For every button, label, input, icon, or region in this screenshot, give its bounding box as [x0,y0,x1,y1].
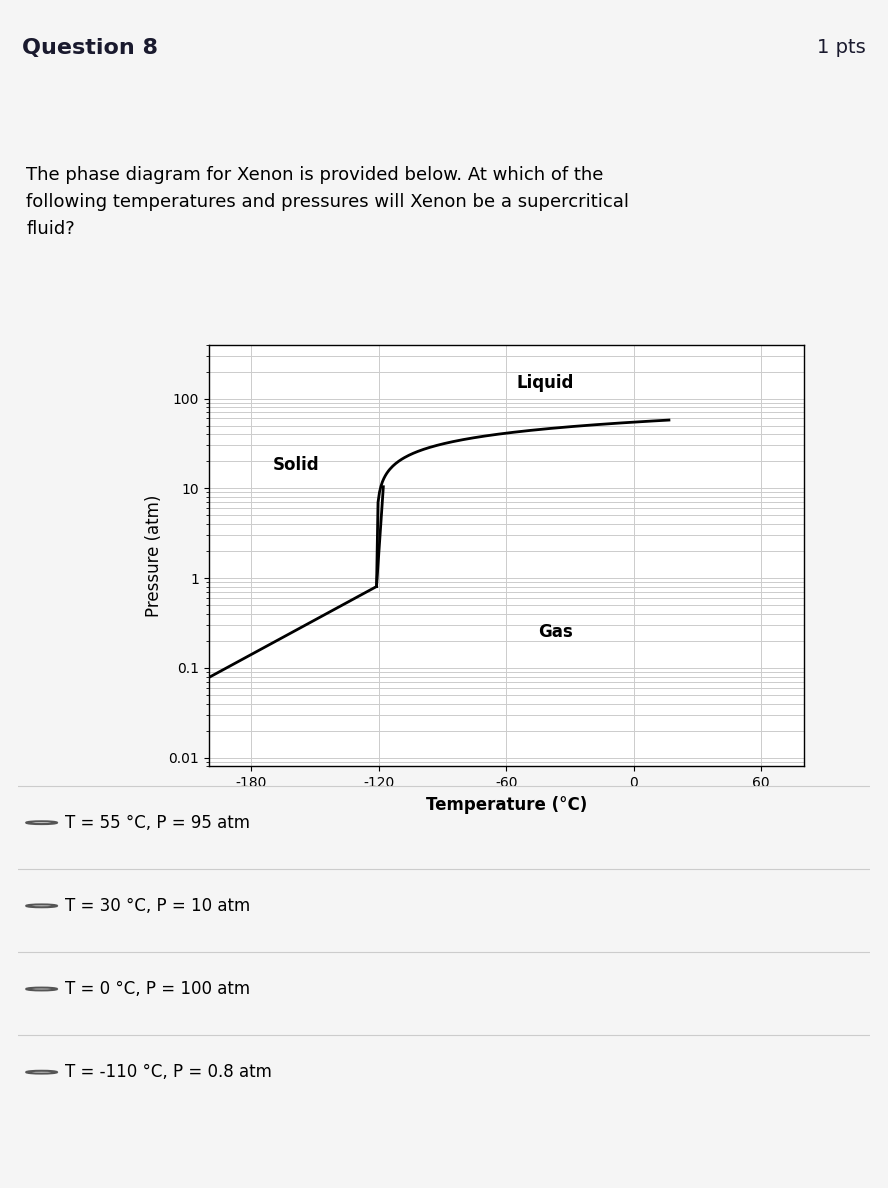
Text: Question 8: Question 8 [22,38,158,57]
Text: Gas: Gas [538,623,573,642]
X-axis label: Temperature (°C): Temperature (°C) [425,796,587,814]
Text: 1 pts: 1 pts [817,38,866,57]
Text: T = 0 °C, P = 100 atm: T = 0 °C, P = 100 atm [65,980,250,998]
Y-axis label: Pressure (atm): Pressure (atm) [145,494,163,617]
Text: The phase diagram for Xenon is provided below. At which of the
following tempera: The phase diagram for Xenon is provided … [27,166,630,238]
Text: T = 30 °C, P = 10 atm: T = 30 °C, P = 10 atm [65,897,250,915]
Text: Solid: Solid [273,456,319,474]
Text: T = -110 °C, P = 0.8 atm: T = -110 °C, P = 0.8 atm [65,1063,272,1081]
Text: T = 55 °C, P = 95 atm: T = 55 °C, P = 95 atm [65,814,250,832]
Text: Liquid: Liquid [517,374,575,392]
